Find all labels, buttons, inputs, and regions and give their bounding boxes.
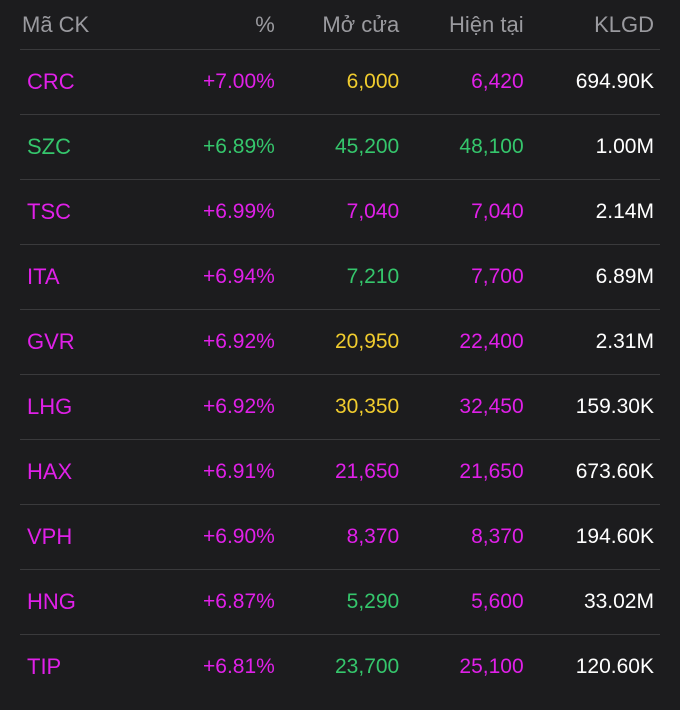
trading-volume: 1.00M [595,135,654,158]
trading-volume: 6.89M [595,265,654,288]
percent-change: +6.92% [203,395,275,418]
table-row[interactable]: SZC +6.89% 45,200 48,100 1.00M [20,115,660,180]
trading-volume: 673.60K [575,460,654,483]
percent-change: +6.94% [203,265,275,288]
table-row[interactable]: VPH +6.90% 8,370 8,370 194.60K [20,505,660,570]
table-row[interactable]: TIP +6.81% 23,700 25,100 120.60K [20,635,660,699]
stock-symbol: SZC [27,134,71,159]
table-row[interactable]: HAX +6.91% 21,650 21,650 673.60K [20,440,660,505]
trading-volume: 33.02M [583,590,654,613]
header-symbol[interactable]: Mã CK [22,11,90,37]
trading-volume: 2.14M [595,200,654,223]
stock-symbol: HNG [27,589,76,614]
current-price: 7,040 [471,200,524,223]
current-price: 48,100 [459,135,524,158]
header-current[interactable]: Hiện tại [449,11,524,37]
open-price: 7,040 [346,200,400,223]
stock-symbol: TSC [27,199,71,224]
stock-symbol: HAX [27,459,73,484]
header-volume[interactable]: KLGD [594,11,654,37]
percent-change: +6.87% [203,590,275,613]
current-price: 32,450 [459,395,524,418]
stock-symbol: LHG [27,394,73,419]
stock-symbol: ITA [27,264,60,289]
current-price: 21,650 [459,460,524,483]
trading-volume: 120.60K [575,655,654,678]
percent-change: +7.00% [203,70,275,93]
table-row[interactable]: CRC +7.00% 6,000 6,420 694.90K [20,50,660,115]
header-open[interactable]: Mở cửa [322,11,400,37]
stock-symbol: VPH [27,524,73,549]
open-price: 45,200 [335,135,400,158]
table-row[interactable]: GVR +6.92% 20,950 22,400 2.31M [20,310,660,375]
stock-symbol: GVR [27,329,75,354]
table-row[interactable]: ITA +6.94% 7,210 7,700 6.89M [20,245,660,310]
open-price: 20,950 [335,330,400,353]
percent-change: +6.92% [203,330,275,353]
percent-change: +6.81% [203,655,275,678]
open-price: 30,350 [335,395,400,418]
stock-table: Mã CK % Mở cửa Hiện tại KLGD CRC +7.00% 6,… [20,0,660,699]
current-price: 25,100 [459,655,524,678]
current-price: 5,600 [471,590,524,613]
current-price: 8,370 [471,525,524,548]
stock-symbol: TIP [27,654,62,679]
table-row[interactable]: TSC +6.99% 7,040 7,040 2.14M [20,180,660,245]
trading-volume: 159.30K [575,395,654,418]
trading-volume: 194.60K [575,525,654,548]
percent-change: +6.90% [203,525,275,548]
current-price: 6,420 [471,70,524,93]
table-row[interactable]: LHG +6.92% 30,350 32,450 159.30K [20,375,660,440]
trading-volume: 694.90K [575,70,654,93]
table-header: Mã CK % Mở cửa Hiện tại KLGD [20,0,660,50]
open-price: 5,290 [346,590,400,613]
percent-change: +6.99% [203,200,275,223]
table-body: CRC +7.00% 6,000 6,420 694.90K SZC +6.89% 45,20… [20,50,660,699]
table-row[interactable]: HNG +6.87% 5,290 5,600 33.02M [20,570,660,635]
current-price: 7,700 [471,265,524,288]
current-price: 22,400 [459,330,524,353]
open-price: 23,700 [335,655,400,678]
percent-change: +6.89% [203,135,275,158]
percent-change: +6.91% [203,460,275,483]
open-price: 6,000 [346,70,400,93]
stock-symbol: CRC [27,69,75,94]
header-percent[interactable]: % [255,11,275,37]
open-price: 7,210 [346,265,400,288]
open-price: 21,650 [335,460,400,483]
trading-volume: 2.31M [595,330,654,353]
open-price: 8,370 [346,525,400,548]
